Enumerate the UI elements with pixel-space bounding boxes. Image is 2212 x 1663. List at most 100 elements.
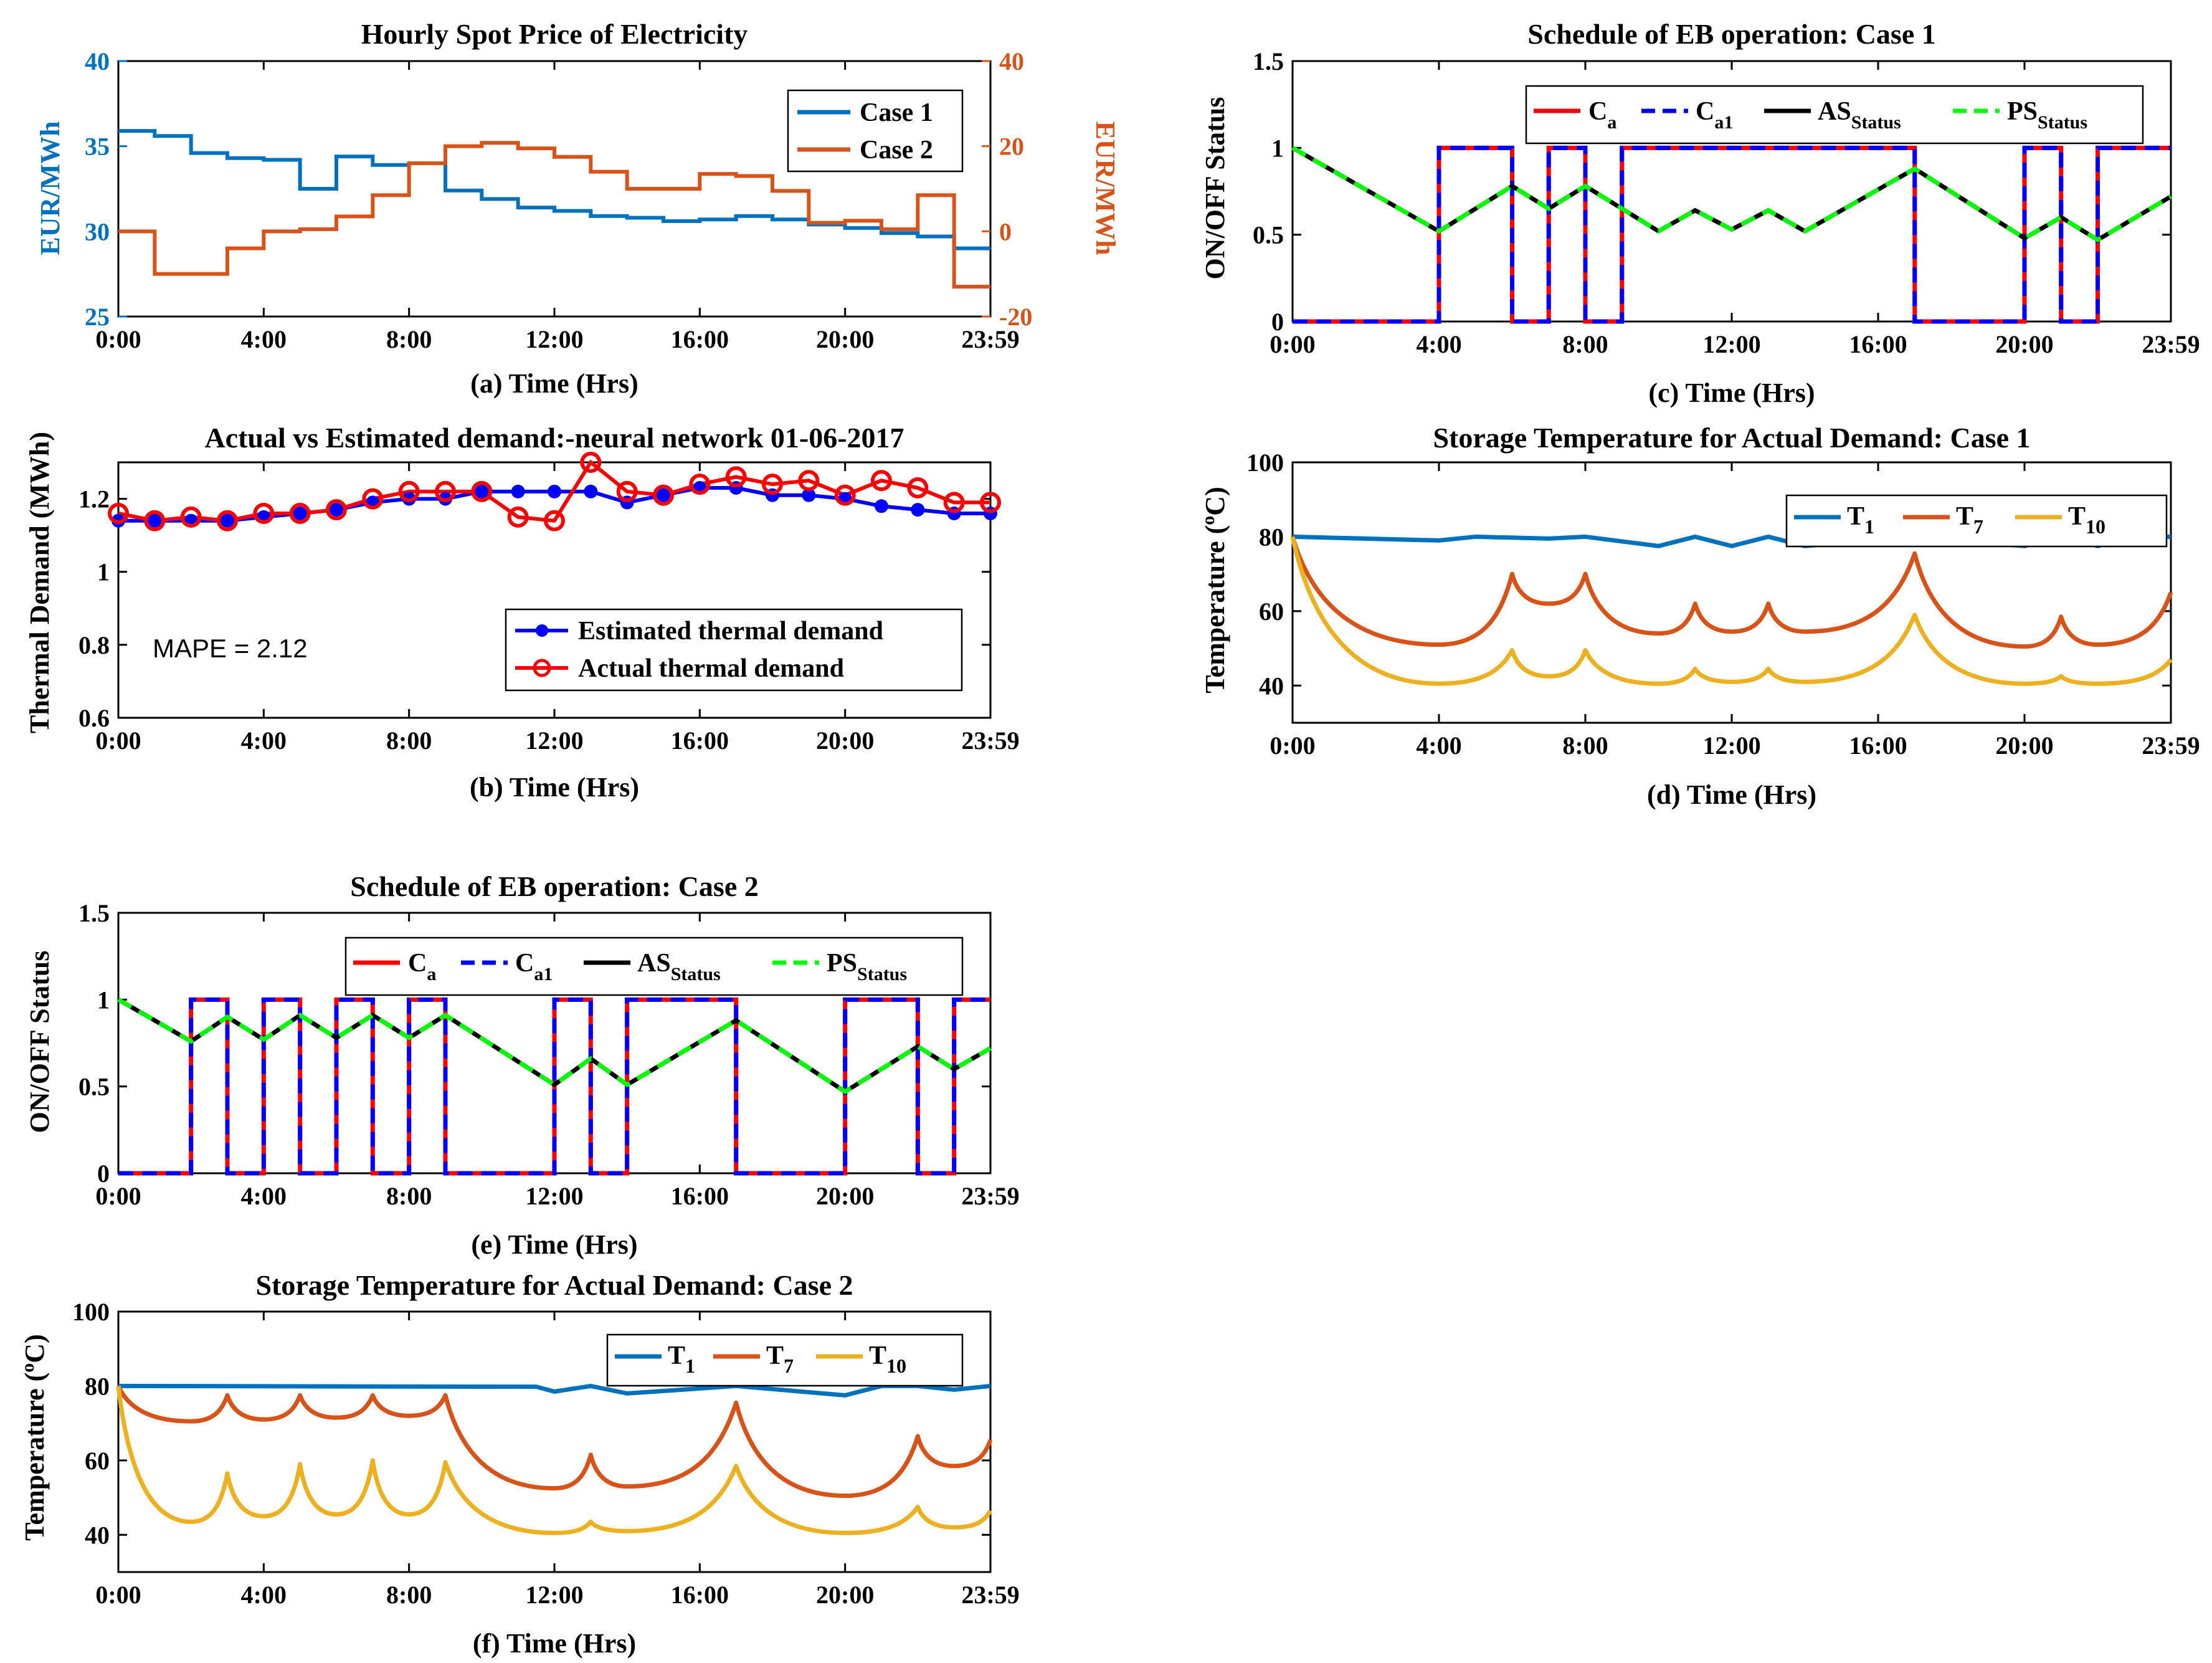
xtick-label: 8:00: [386, 1182, 432, 1210]
legend-label-as-sub: Status: [1851, 112, 1901, 133]
point-actual: [217, 510, 238, 531]
panel-b-mape-annotation: MAPE = 2.12: [153, 634, 308, 663]
panel-b-legend: Estimated thermal demand Actual thermal …: [505, 608, 963, 692]
ytick-label: 35: [85, 133, 110, 161]
point-actual: [507, 506, 529, 528]
xtick-label: 23:59: [961, 727, 1019, 755]
panel-a-ylabel: EUR/MWh: [35, 121, 65, 255]
point-estimated: [330, 503, 343, 517]
xtick-label: 16:00: [1849, 330, 1907, 358]
xtick-label: 8:00: [386, 727, 432, 755]
ytick-label: 0.5: [78, 1073, 110, 1101]
legend-label-t10-base: T: [2068, 502, 2086, 531]
point-actual: [326, 499, 347, 521]
panel-b-xlabel: (b) Time (Hrs): [470, 772, 639, 803]
panel-c-legend: Ca Ca1 ASStatus PSStatus: [1525, 85, 2144, 145]
legend-label-ps-sub: Status: [857, 964, 907, 984]
xtick-label: 12:00: [525, 1581, 583, 1609]
series-line-case2: [118, 141, 990, 289]
legend-label-t1-sub: 1: [685, 1355, 695, 1377]
point-actual: [725, 466, 747, 488]
legend-label-t10: T10: [869, 1341, 906, 1377]
xtick-label: 8:00: [386, 1581, 432, 1609]
series-line-ps-status: [117, 998, 992, 1095]
panel-a-legend: Case 1 Case 2: [787, 89, 964, 173]
panel-a-spot-price: Hourly Spot Price of Electricity (a) Tim…: [35, 18, 1121, 399]
legend-label-estimated: Estimated thermal demand: [578, 617, 883, 646]
panel-e-xlabel: (e) Time (Hrs): [471, 1229, 637, 1260]
legend-label-ca1-sub: a1: [1714, 112, 1733, 133]
panel-e-title: Schedule of EB operation: Case 2: [350, 870, 759, 902]
ytick-label-right: 0: [999, 217, 1012, 245]
ytick-label: 0: [97, 1160, 110, 1188]
series-line-t10: [116, 1386, 993, 1535]
legend-label-ca-base: C: [408, 949, 427, 978]
series-line-t7: [1290, 536, 2173, 649]
panel-d-legend-box: [1785, 494, 2168, 548]
legend-label-ca-sub: a: [1607, 112, 1616, 133]
point-actual: [580, 452, 602, 473]
legend-label-ps-sub: Status: [2038, 112, 2087, 133]
panel-e-legend-box: [344, 936, 964, 996]
point-estimated: [148, 513, 162, 528]
panel-d-legend: T1 T7 T10: [1785, 494, 2168, 548]
ytick-label: 1.5: [78, 899, 110, 927]
panel-b-title: Actual vs Estimated demand:-neural netwo…: [204, 422, 904, 454]
panel-b-demand: Actual vs Estimated demand:-neural netwo…: [24, 422, 1020, 803]
legend-label-ca1-base: C: [515, 949, 534, 978]
legend-label-ca-base: C: [1588, 97, 1607, 126]
xtick-label: 8:00: [1562, 330, 1608, 358]
panel-b-ylabel: Thermal Demand (MWh): [24, 432, 55, 733]
xtick-label: 16:00: [1849, 731, 1907, 760]
legend-label-t1-base: T: [668, 1341, 685, 1370]
xtick-label: 4:00: [241, 1581, 287, 1609]
legend-label-ca1-sub: a1: [534, 964, 553, 984]
xtick-label: 23:59: [961, 1182, 1019, 1210]
point-estimated: [511, 484, 525, 498]
legend-label-as-base: AS: [637, 949, 671, 978]
xtick-label: 16:00: [671, 727, 729, 755]
series-line-t1: [118, 1383, 991, 1398]
ytick-label: 80: [1259, 523, 1284, 551]
xtick-label: 23:59: [961, 325, 1019, 353]
xtick-label: 12:00: [1702, 731, 1760, 760]
panel-c-plot-area: 0:00 4:00 8:00 12:00 16:00 20:00 23:59 0 0.5 1 1.5: [1253, 47, 2200, 358]
panel-d-temperature-case1: Storage Temperature for Actual Demand: C…: [1198, 422, 2200, 810]
panel-d-xlabel: (d) Time (Hrs): [1647, 779, 1816, 810]
xtick-label: 16:00: [671, 1581, 729, 1609]
xtick-label: 20:00: [1995, 330, 2053, 358]
xtick-label: 23:59: [2142, 731, 2200, 760]
legend-label-t10-sub: 10: [886, 1355, 906, 1377]
xtick-label: 23:59: [2142, 330, 2200, 358]
ytick-label: 1: [97, 986, 110, 1014]
legend-label-t7-sub: 7: [784, 1355, 794, 1377]
legend-label-actual: Actual thermal demand: [578, 654, 844, 683]
point-actual: [253, 503, 275, 524]
xtick-label: 23:59: [961, 1581, 1019, 1609]
series-line-ca1: [118, 997, 990, 1176]
legend-label-t10-base: T: [869, 1341, 886, 1370]
legend-label-t7-base: T: [766, 1341, 784, 1370]
legend-label-ps: PSStatus: [2007, 97, 2087, 133]
point-actual: [980, 492, 1001, 513]
legend-label-ca: Ca: [408, 949, 436, 984]
xtick-label: 12:00: [525, 1182, 583, 1210]
point-estimated: [548, 484, 561, 498]
panel-f-legend: T1 T7 T10: [606, 1333, 964, 1387]
ytick-label: 0.8: [78, 631, 110, 659]
series-line-t7: [116, 1384, 993, 1499]
ytick-label: 40: [85, 47, 110, 75]
ytick-label: 1.5: [1253, 47, 1284, 75]
point-estimated: [657, 488, 670, 502]
panel-a-xlabel: (a) Time (Hrs): [470, 368, 638, 399]
panel-c-xlabel: (c) Time (Hrs): [1648, 378, 1815, 408]
ytick-label: 100: [72, 1298, 110, 1326]
legend-marker-estimated: [536, 624, 548, 637]
xtick-label: 4:00: [241, 1182, 287, 1210]
xtick-label: 0:00: [95, 727, 141, 755]
legend-label-as: ASStatus: [1818, 97, 1901, 133]
panel-e-ylabel: ON/OFF Status: [24, 951, 55, 1133]
series-line-ps-status: [1291, 146, 2172, 243]
ytick-label: 1.2: [78, 485, 110, 513]
